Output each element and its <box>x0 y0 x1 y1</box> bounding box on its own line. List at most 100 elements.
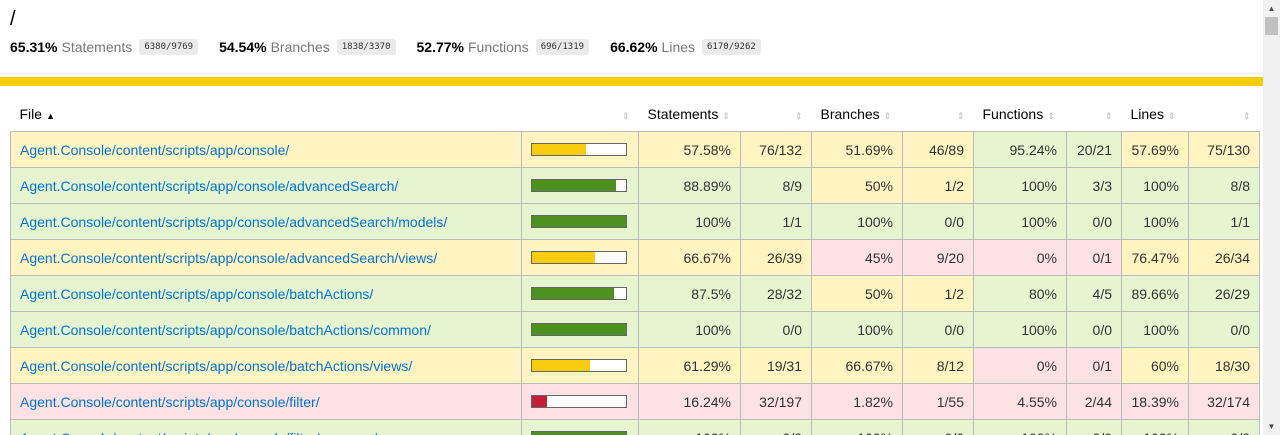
file-link[interactable]: Agent.Console/content/scripts/app/consol… <box>20 357 413 374</box>
column-header-statements[interactable]: Statements ⇕ <box>639 96 741 132</box>
coverage-summary: 65.31% Statements 6380/9769 54.54% Branc… <box>10 39 782 55</box>
file-link[interactable]: Agent.Console/content/scripts/app/consol… <box>20 141 290 158</box>
file-link[interactable]: Agent.Console/content/scripts/app/consol… <box>20 430 377 435</box>
summary-branches-fraction: 1838/3370 <box>336 39 396 55</box>
summary-lines: 66.62% Lines 6170/9262 <box>610 39 761 55</box>
summary-functions-fraction: 696/1319 <box>535 39 590 55</box>
summary-functions: 52.77% Functions 696/1319 <box>417 39 590 55</box>
file-link[interactable]: Agent.Console/content/scripts/app/consol… <box>20 249 438 266</box>
statements-pct-cell: 87.5% <box>638 275 741 312</box>
branches-fraction-cell: 0/0 <box>902 311 974 348</box>
file-cell: Agent.Console/content/scripts/app/consol… <box>10 419 522 435</box>
functions-fraction-cell: 0/1 <box>1066 347 1122 384</box>
branches-pct-cell: 50% <box>811 275 903 312</box>
coverage-bar <box>531 251 627 264</box>
summary-lines-pct: 66.62% <box>610 39 658 55</box>
lines-pct-cell: 100% <box>1121 419 1189 435</box>
sort-icon: ⇕ <box>1104 110 1113 121</box>
sort-icon: ⇕ <box>956 110 965 121</box>
coverage-bar-fill <box>532 396 548 407</box>
statements-pct-cell: 88.89% <box>638 167 741 204</box>
branches-fraction-cell: 8/12 <box>902 347 974 384</box>
coverage-bar <box>531 323 627 336</box>
column-header-functions[interactable]: Functions ⇕ <box>974 96 1067 132</box>
table-row: Agent.Console/content/scripts/app/consol… <box>10 419 1260 435</box>
file-cell: Agent.Console/content/scripts/app/consol… <box>10 275 522 312</box>
sort-ascending-icon: ▲ <box>46 110 55 121</box>
file-header-label: File <box>19 105 43 122</box>
branches-fraction-cell: 1/55 <box>902 383 974 420</box>
column-header-branches-fraction[interactable]: ⇕ <box>903 96 974 132</box>
branches-header-label: Branches <box>820 105 880 122</box>
coverage-bar <box>531 359 627 372</box>
file-cell: Agent.Console/content/scripts/app/consol… <box>10 131 522 168</box>
column-header-functions-fraction[interactable]: ⇕ <box>1067 96 1122 132</box>
coverage-bar-cell <box>521 419 639 435</box>
branches-pct-cell: 50% <box>811 167 903 204</box>
summary-statements-fraction: 6380/9769 <box>139 39 199 55</box>
sort-icon: ⇕ <box>1242 110 1251 121</box>
column-header-coverage-bar[interactable]: ⇕ <box>522 96 639 132</box>
coverage-bar-cell <box>521 311 639 348</box>
scrollbar-thumb[interactable] <box>1265 17 1278 35</box>
functions-pct-cell: 0% <box>973 239 1067 276</box>
vertical-scrollbar[interactable]: ▲ ▼ <box>1263 0 1280 435</box>
functions-fraction-cell: 0/0 <box>1066 311 1122 348</box>
sort-icon: ⇕ <box>621 110 630 121</box>
file-link[interactable]: Agent.Console/content/scripts/app/consol… <box>20 177 399 194</box>
sort-icon: ⇕ <box>1047 110 1055 121</box>
file-link[interactable]: Agent.Console/content/scripts/app/consol… <box>20 285 374 302</box>
lines-pct-cell: 57.69% <box>1121 131 1189 168</box>
functions-pct-cell: 100% <box>973 203 1067 240</box>
coverage-table-body: Agent.Console/content/scripts/app/consol… <box>10 131 1260 435</box>
summary-statements-label: Statements <box>61 39 133 55</box>
file-link[interactable]: Agent.Console/content/scripts/app/consol… <box>20 213 448 230</box>
scroll-up-arrow-icon[interactable]: ▲ <box>1267 4 1276 13</box>
functions-header-label: Functions <box>982 105 1044 122</box>
branches-fraction-cell: 46/89 <box>902 131 974 168</box>
table-row: Agent.Console/content/scripts/app/consol… <box>10 239 1260 276</box>
lines-pct-cell: 100% <box>1121 167 1189 204</box>
lines-pct-cell: 60% <box>1121 347 1189 384</box>
statements-pct-cell: 57.58% <box>638 131 741 168</box>
functions-fraction-cell: 3/3 <box>1066 167 1122 204</box>
coverage-bar <box>531 431 627 435</box>
column-header-file[interactable]: File ▲ <box>11 96 522 132</box>
functions-pct-cell: 4.55% <box>973 383 1067 420</box>
summary-branches-pct: 54.54% <box>219 39 267 55</box>
coverage-bar <box>531 287 627 300</box>
functions-pct-cell: 100% <box>973 167 1067 204</box>
lines-fraction-cell: 32/174 <box>1188 383 1260 420</box>
statements-header-label: Statements <box>647 105 719 122</box>
file-link[interactable]: Agent.Console/content/scripts/app/consol… <box>20 321 431 338</box>
file-link[interactable]: Agent.Console/content/scripts/app/consol… <box>20 393 320 410</box>
page-title: / <box>10 8 16 30</box>
file-cell: Agent.Console/content/scripts/app/consol… <box>10 203 522 240</box>
coverage-bar-fill <box>532 144 587 155</box>
file-cell: Agent.Console/content/scripts/app/consol… <box>10 167 522 204</box>
functions-pct-cell: 80% <box>973 275 1067 312</box>
summary-lines-label: Lines <box>661 39 696 55</box>
statements-fraction-cell: 28/32 <box>740 275 812 312</box>
functions-pct-cell: 95.24% <box>973 131 1067 168</box>
lines-fraction-cell: 75/130 <box>1188 131 1260 168</box>
column-header-lines-fraction[interactable]: ⇕ <box>1189 96 1260 132</box>
table-row: Agent.Console/content/scripts/app/consol… <box>10 131 1260 168</box>
functions-fraction-cell: 0/0 <box>1066 419 1122 435</box>
coverage-status-strip <box>0 77 1263 86</box>
branches-pct-cell: 51.69% <box>811 131 903 168</box>
column-header-branches[interactable]: Branches ⇕ <box>812 96 903 132</box>
scroll-down-arrow-icon[interactable]: ▼ <box>1267 422 1276 431</box>
column-header-lines[interactable]: Lines ⇕ <box>1122 96 1189 132</box>
column-header-statements-fraction[interactable]: ⇕ <box>741 96 812 132</box>
lines-fraction-cell: 8/8 <box>1188 167 1260 204</box>
coverage-bar <box>531 179 627 192</box>
coverage-bar-fill <box>532 432 626 435</box>
table-row: Agent.Console/content/scripts/app/consol… <box>10 347 1260 384</box>
summary-branches-label: Branches <box>270 39 330 55</box>
statements-pct-cell: 100% <box>638 419 741 435</box>
coverage-bar-fill <box>532 360 590 371</box>
coverage-bar-cell <box>521 239 639 276</box>
functions-pct-cell: 100% <box>973 311 1067 348</box>
branches-pct-cell: 45% <box>811 239 903 276</box>
